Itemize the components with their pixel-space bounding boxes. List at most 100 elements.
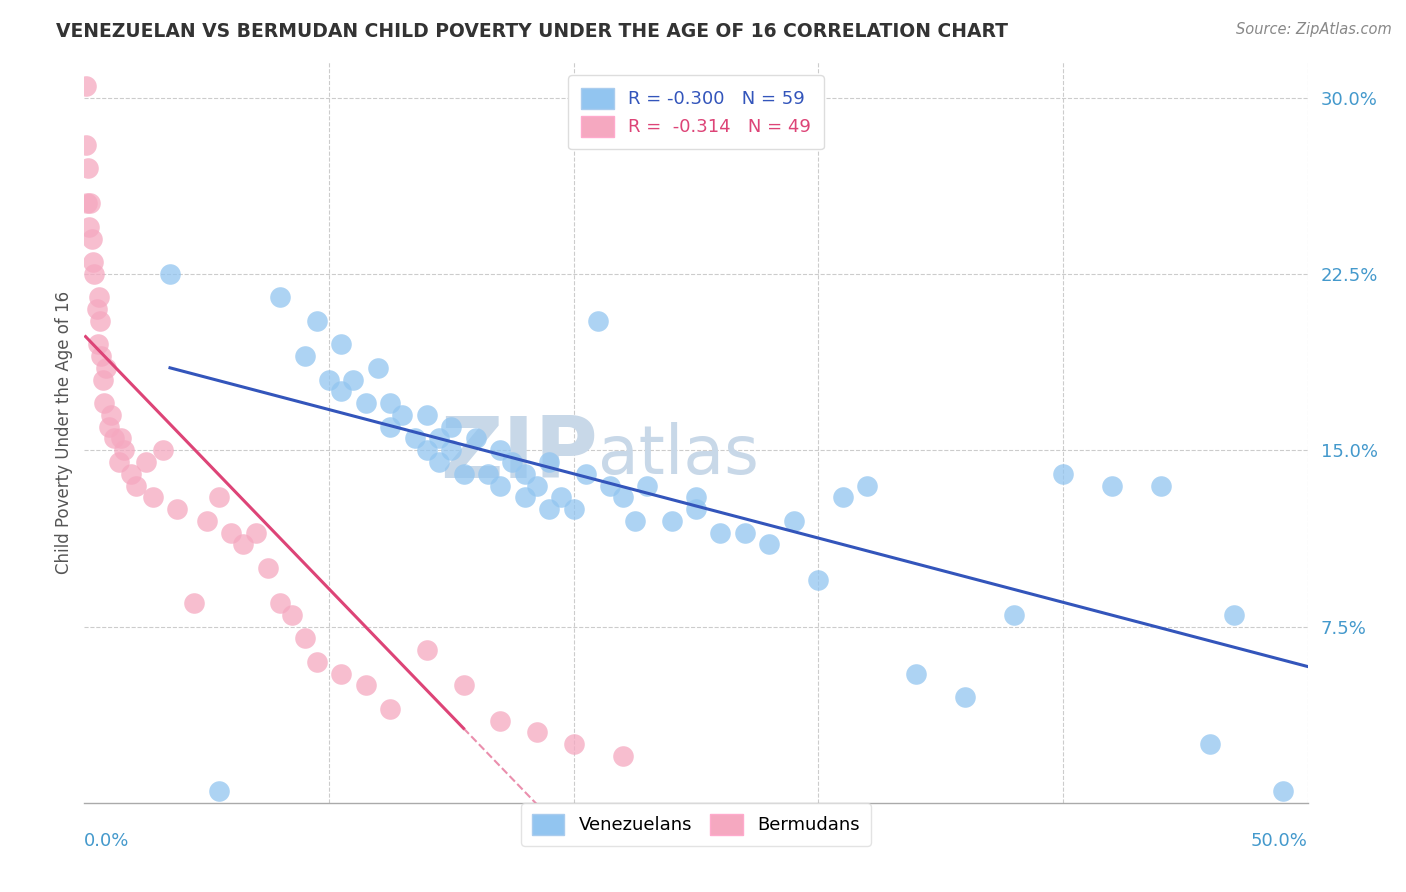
Point <box>453 467 475 481</box>
Point <box>624 514 647 528</box>
Point <box>76 196 98 211</box>
Point <box>612 748 634 763</box>
Point <box>82 255 104 269</box>
Point <box>1101 478 1123 492</box>
Point <box>93 396 115 410</box>
Point <box>232 537 254 551</box>
Point <box>305 314 328 328</box>
Text: ZIP: ZIP <box>440 413 598 496</box>
Point <box>427 432 450 446</box>
Point <box>77 161 100 176</box>
Y-axis label: Child Poverty Under the Age of 16: Child Poverty Under the Age of 16 <box>55 291 73 574</box>
Point <box>661 514 683 528</box>
Point <box>550 490 572 504</box>
Point <box>734 525 756 540</box>
Point <box>294 349 316 363</box>
Point <box>1272 784 1295 798</box>
Point <box>562 502 585 516</box>
Point <box>709 525 731 540</box>
Point <box>91 373 114 387</box>
Point <box>152 443 174 458</box>
Point <box>83 267 105 281</box>
Point <box>416 643 439 657</box>
Point <box>89 314 111 328</box>
Point <box>354 678 377 692</box>
Point <box>526 725 548 739</box>
Point <box>380 396 402 410</box>
Point <box>575 467 598 481</box>
Point <box>831 490 853 504</box>
Point <box>90 349 112 363</box>
Point <box>103 432 125 446</box>
Point <box>489 714 512 728</box>
Point <box>79 196 101 211</box>
Point <box>87 337 110 351</box>
Point <box>391 408 413 422</box>
Point <box>159 267 181 281</box>
Point <box>281 607 304 622</box>
Point <box>367 361 389 376</box>
Point <box>75 137 97 152</box>
Point <box>526 478 548 492</box>
Point <box>245 525 267 540</box>
Point <box>905 666 928 681</box>
Point <box>513 467 536 481</box>
Point <box>100 408 122 422</box>
Point <box>195 514 218 528</box>
Point <box>440 419 463 434</box>
Point <box>440 443 463 458</box>
Point <box>77 219 100 234</box>
Point <box>342 373 364 387</box>
Point <box>107 455 129 469</box>
Point <box>953 690 976 704</box>
Point <box>87 290 110 304</box>
Point <box>330 666 353 681</box>
Point <box>96 361 118 376</box>
Point <box>183 596 205 610</box>
Point <box>538 502 561 516</box>
Point <box>112 443 135 458</box>
Point <box>120 467 142 481</box>
Point <box>807 573 830 587</box>
Point <box>208 784 231 798</box>
Text: 50.0%: 50.0% <box>1251 832 1308 850</box>
Point <box>269 290 291 304</box>
Point <box>97 419 120 434</box>
Point <box>685 502 707 516</box>
Point <box>538 455 561 469</box>
Text: 0.0%: 0.0% <box>84 832 129 850</box>
Point <box>477 467 499 481</box>
Point <box>636 478 658 492</box>
Point <box>513 490 536 504</box>
Point <box>354 396 377 410</box>
Point <box>758 537 780 551</box>
Point <box>453 678 475 692</box>
Point <box>562 737 585 751</box>
Point <box>416 408 439 422</box>
Point <box>685 490 707 504</box>
Point <box>318 373 340 387</box>
Point <box>404 432 426 446</box>
Point <box>489 443 512 458</box>
Point <box>80 232 103 246</box>
Point <box>1052 467 1074 481</box>
Text: atlas: atlas <box>598 422 759 488</box>
Point <box>502 455 524 469</box>
Point <box>856 478 879 492</box>
Point <box>612 490 634 504</box>
Point <box>142 490 165 504</box>
Point <box>416 443 439 458</box>
Point <box>135 455 157 469</box>
Point <box>257 561 280 575</box>
Point <box>110 432 132 446</box>
Point <box>269 596 291 610</box>
Point <box>330 384 353 399</box>
Point <box>380 702 402 716</box>
Point <box>75 78 97 93</box>
Point <box>464 432 486 446</box>
Point <box>599 478 621 492</box>
Point <box>586 314 609 328</box>
Point <box>1198 737 1220 751</box>
Point <box>305 655 328 669</box>
Point <box>783 514 806 528</box>
